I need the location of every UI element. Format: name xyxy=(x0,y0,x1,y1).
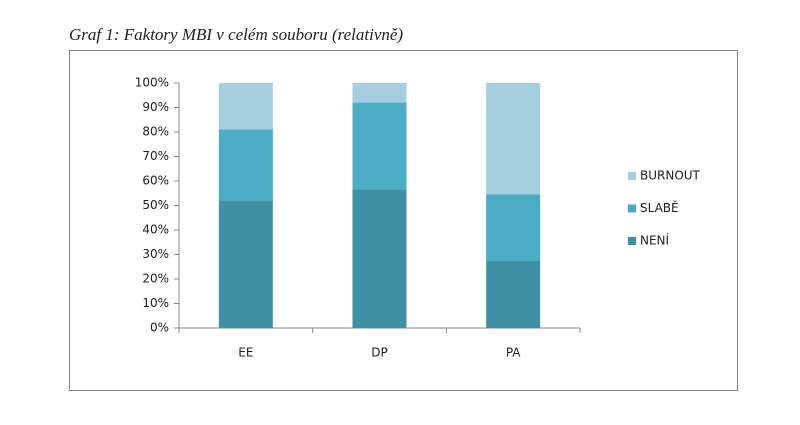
y-tick-label: 20% xyxy=(142,272,169,286)
legend-label: SLABĚ xyxy=(640,200,679,215)
y-tick-label: 40% xyxy=(142,223,169,237)
y-tick-label: 70% xyxy=(142,149,169,163)
y-tick-label: 60% xyxy=(142,174,169,188)
y-tick-label: 80% xyxy=(142,125,169,139)
x-tick-label: EE xyxy=(238,346,253,360)
bar-segment xyxy=(352,189,407,328)
legend-label: BURNOUT xyxy=(640,169,701,183)
y-tick-label: 90% xyxy=(142,100,169,114)
legend-swatch xyxy=(628,204,636,213)
legend-swatch xyxy=(628,172,636,180)
bar-segment xyxy=(218,200,273,328)
y-tick-label: 10% xyxy=(142,296,169,310)
legend-label: NENÍ xyxy=(640,233,670,248)
bar-segment xyxy=(352,83,407,103)
bar-segment xyxy=(352,102,407,190)
y-tick-label: 0% xyxy=(150,321,169,335)
x-tick-label: DP xyxy=(371,346,387,360)
bar-segment xyxy=(218,129,273,201)
chart-frame xyxy=(69,50,738,391)
chart-title: Graf 1: Faktory MBI v celém souboru (rel… xyxy=(69,25,403,44)
bar-segment xyxy=(486,260,541,328)
y-tick-label: 30% xyxy=(142,247,169,261)
y-tick-label: 50% xyxy=(142,198,169,212)
bar-segment xyxy=(486,83,541,195)
bar-segment xyxy=(486,194,541,261)
bar-segment xyxy=(218,83,273,130)
x-tick-label: PA xyxy=(506,346,521,360)
y-tick-label: 100% xyxy=(135,76,169,90)
legend-swatch xyxy=(628,237,636,245)
